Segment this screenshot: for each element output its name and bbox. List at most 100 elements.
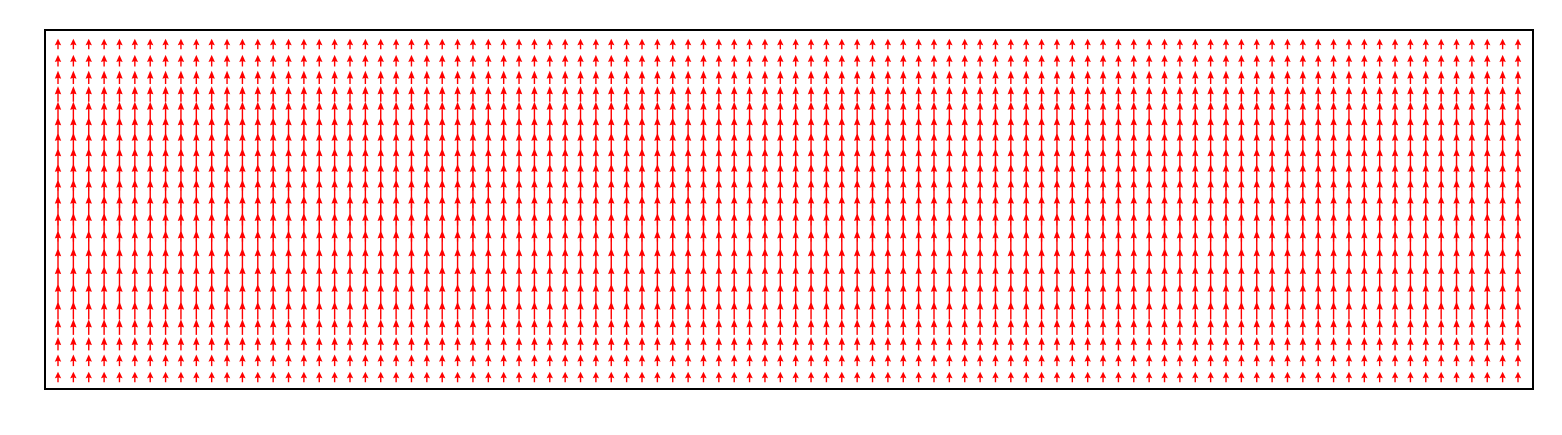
quiver-arrow [362, 38, 369, 50]
quiver-arrow [592, 179, 600, 209]
quiver-arrow [946, 195, 953, 226]
quiver-arrow [116, 212, 123, 242]
quiver-arrow [331, 301, 338, 320]
quiver-arrow [1484, 132, 1491, 156]
quiver-arrow [884, 301, 892, 320]
quiver-arrow [1161, 265, 1168, 289]
quiver-arrow [1176, 301, 1184, 320]
quiver-arrow [300, 38, 308, 50]
quiver-arrow [684, 86, 692, 102]
quiver-arrow [1407, 117, 1414, 138]
quiver-arrow [331, 195, 338, 226]
quiver-arrow [623, 212, 630, 242]
quiver-arrow [1422, 319, 1429, 335]
quiver-arrow [592, 265, 600, 289]
quiver-arrow [500, 371, 507, 383]
quiver-arrow [807, 132, 815, 156]
quiver-arrow [992, 179, 999, 209]
quiver-arrow [362, 54, 369, 67]
quiver-arrow [408, 101, 415, 120]
quiver-arrow [1176, 212, 1184, 242]
quiver-arrow [162, 265, 169, 289]
quiver-arrow [1345, 54, 1353, 67]
quiver-arrow [731, 163, 738, 191]
quiver-arrow [592, 132, 600, 156]
quiver-arrow [1176, 354, 1184, 367]
quiver-arrow [331, 212, 338, 242]
quiver-arrow [1268, 354, 1276, 367]
quiver-arrow [1422, 248, 1429, 273]
quiver-arrow [239, 70, 246, 84]
quiver-arrow [147, 101, 154, 120]
quiver-arrow [1468, 179, 1476, 209]
quiver-arrow [439, 117, 446, 138]
quiver-arrow [177, 354, 185, 367]
quiver-arrow [1437, 70, 1445, 84]
quiver-arrow [1176, 283, 1184, 304]
quiver-arrow [838, 283, 845, 304]
quiver-arrow [1053, 248, 1061, 273]
quiver-arrow [561, 371, 569, 383]
quiver-arrow [700, 265, 707, 289]
quiver-arrow [961, 301, 968, 320]
quiver-arrow [531, 70, 538, 84]
quiver-arrow [900, 117, 907, 138]
quiver-arrow [731, 117, 738, 138]
quiver-arrow [423, 101, 431, 120]
quiver-arrow [1192, 54, 1199, 67]
quiver-arrow [884, 230, 892, 258]
quiver-arrow [300, 70, 308, 84]
quiver-arrow [1468, 195, 1476, 226]
quiver-arrow [85, 132, 92, 156]
quiver-arrow [1284, 301, 1291, 320]
quiver-arrow [177, 301, 185, 320]
quiver-arrow [177, 148, 185, 173]
quiver-arrow [331, 132, 338, 156]
quiver-arrow [254, 265, 261, 289]
quiver-arrow [469, 337, 477, 351]
quiver-arrow [100, 354, 108, 367]
quiver-arrow [1130, 371, 1137, 383]
quiver-arrow [208, 117, 215, 138]
quiver-arrow [1330, 132, 1337, 156]
quiver-arrow [1007, 101, 1015, 120]
quiver-arrow [1437, 212, 1445, 242]
quiver-arrow [823, 38, 830, 50]
quiver-arrow [162, 86, 169, 102]
quiver-arrow [515, 301, 523, 320]
quiver-arrow [1084, 212, 1091, 242]
quiver-arrow [1238, 371, 1245, 383]
quiver-arrow [193, 283, 200, 304]
quiver-arrow [515, 230, 523, 258]
quiver-arrow [1130, 70, 1137, 84]
quiver-arrow [1345, 371, 1353, 383]
quiver-arrow [331, 117, 338, 138]
quiver-arrow [1299, 337, 1307, 351]
quiver-arrow [853, 179, 861, 209]
quiver-arrow [1115, 212, 1122, 242]
quiver-arrow [546, 117, 553, 138]
quiver-arrow [761, 265, 769, 289]
quiver-arrow [1345, 195, 1353, 226]
quiver-arrow [623, 132, 630, 156]
quiver-arrow [731, 179, 738, 209]
quiver-arrow [1484, 38, 1491, 50]
quiver-arrow [946, 248, 953, 273]
quiver-arrow [654, 337, 661, 351]
quiver-arrow [992, 148, 999, 173]
quiver-arrow [546, 101, 553, 120]
quiver-arrow [515, 148, 523, 173]
quiver-arrow [900, 148, 907, 173]
quiver-arrow [1192, 38, 1199, 50]
quiver-arrow [377, 148, 384, 173]
quiver-arrow [193, 337, 200, 351]
quiver-arrow [976, 212, 984, 242]
quiver-arrow [869, 148, 876, 173]
quiver-arrow [1422, 179, 1429, 209]
quiver-arrow [193, 195, 200, 226]
quiver-arrow [1115, 86, 1122, 102]
quiver-arrow [423, 212, 431, 242]
quiver-arrow [1407, 101, 1414, 120]
quiver-arrow [254, 337, 261, 351]
quiver-arrow [1053, 38, 1061, 50]
